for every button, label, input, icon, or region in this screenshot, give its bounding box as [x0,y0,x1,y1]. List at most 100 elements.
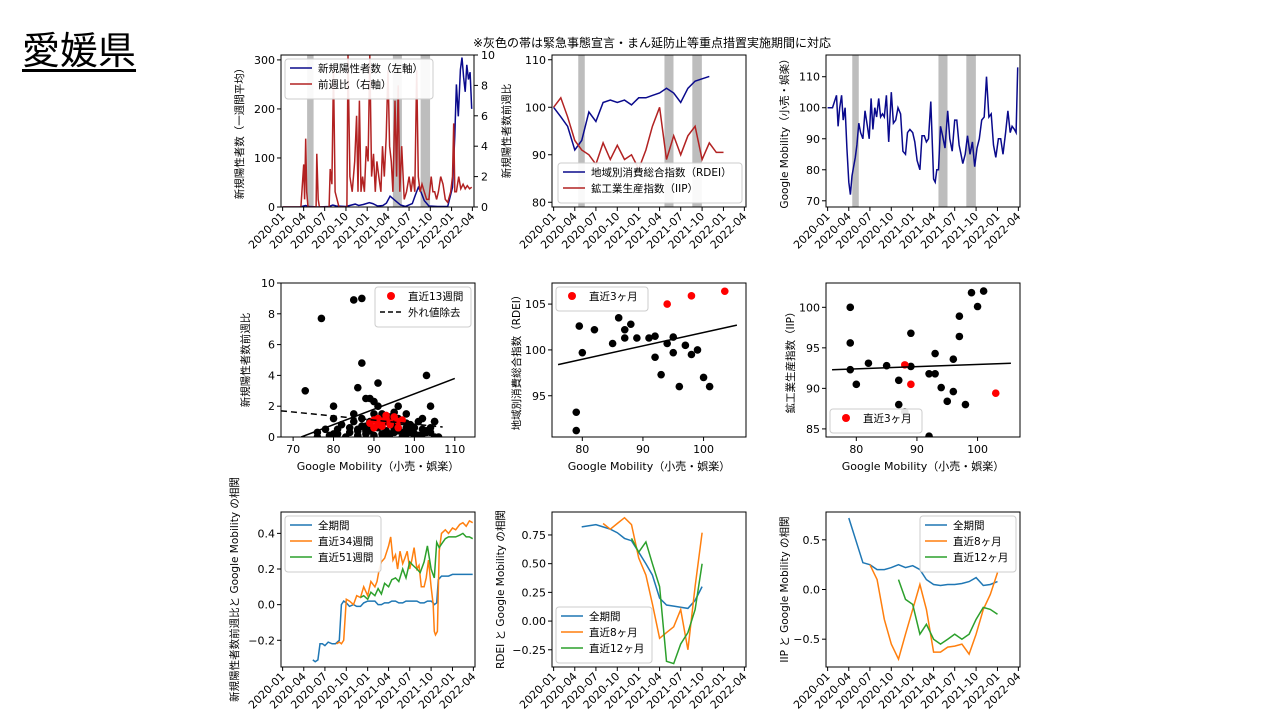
y-tick-label: 95 [806,342,820,355]
legend-label: 新規陽性者数（左軸） [318,62,423,75]
plot-frame [551,54,747,208]
scatter-point [693,346,702,354]
scatter-point [955,332,964,341]
y-tick-label: 80 [532,196,546,209]
legend: 直近3ヶ月 [555,286,649,312]
y-tick-label: 100 [799,102,820,115]
y-tick-label: 0.2 [258,563,276,576]
series-line [336,519,474,645]
scatter-point [349,296,358,304]
scatter-point [949,355,958,363]
scatter-point [333,430,342,437]
x-tick-label: 100 [967,443,988,456]
y-tick-label: 2 [481,171,488,184]
legend-label: 直近3ヶ月 [589,290,638,303]
scatter-point [651,332,659,340]
y-tick-label: 0 [268,431,275,444]
y-tick-label: 100 [525,101,546,114]
regression-line [300,377,456,437]
x-tick-label: 100 [404,443,425,456]
scatter-point [358,359,366,367]
plot-frame [825,282,1021,438]
scatter-point [669,348,678,357]
legend-marker [568,292,576,300]
y-tick-label: 95 [532,390,546,403]
x-axis-label: Google Mobility（小売・娯楽） [297,459,459,473]
y-tick-label: −0.5 [793,633,820,646]
y-tick-label: 8 [268,308,275,321]
legend-marker [387,292,395,300]
y-tick-label: −0.25 [512,644,546,657]
y-axis-label: 新規陽性者数前週比と Google Mobility の相関 [228,477,241,702]
y-tick-label: 10 [481,49,495,62]
y-tick-label: 90 [532,149,546,162]
scatter-point [402,410,411,418]
y-tick-label: 8 [481,79,488,92]
recent-point [663,300,671,308]
legend-box [829,408,923,434]
recent-point [907,380,915,389]
scatter-point [931,369,939,378]
scatter-point [358,294,366,303]
scatter-point [894,376,903,385]
y-axis-label: RDEI と Google Mobility の相関 [494,510,507,669]
legend-label: 直近12ヶ月 [589,642,644,655]
legend-label: 直近8ヶ月 [953,535,1002,548]
x-tick-label: 70 [286,443,300,456]
scatter-point [572,426,581,435]
scatter-point [325,431,334,437]
scatter-point [894,400,903,409]
scatter-point [687,350,696,359]
scatter-point [575,322,584,330]
scatter-point [699,373,708,382]
recent-point [398,416,407,424]
scatter-point [633,334,641,342]
recent-point [370,423,378,432]
legend-label: 前週比（右軸） [318,78,392,91]
plot-frame [825,54,1021,208]
plot-frame [280,511,476,668]
scatter-point [967,288,976,297]
series-line [869,564,999,662]
plot-frame [280,282,476,438]
y-tick-label: 100 [799,301,820,314]
x-tick-label: 100 [693,443,714,456]
emergency-band [664,55,674,207]
series-line [553,75,710,152]
y-tick-label: 100 [254,152,275,165]
recent-point [382,411,390,420]
y-tick-label: 300 [254,54,275,67]
legend-label: 直近3ヶ月 [863,412,912,425]
chart-note: ※灰色の帯は緊急事態宣言・まん延防止等重点措置実施期間に対応 [473,35,831,50]
legend-box [555,286,649,312]
x-axis-label: Google Mobility（小売・娯楽） [568,459,730,473]
y-tick-label: 80 [806,164,820,177]
scatter-point [979,287,988,295]
legend-label: 直近12ヶ月 [953,551,1008,564]
scatter-point [329,402,338,411]
legend-box [374,286,472,328]
scatter-point [961,400,970,409]
scatter-point [907,329,915,338]
legend-label: 鉱工業生産指数（IIP） [591,182,698,195]
scatter-point [430,417,439,426]
y-tick-label: 0.0 [803,584,821,597]
y-tick-label: 85 [806,423,820,436]
y-tick-label: 6 [268,339,275,352]
scatter-point [382,430,390,437]
page-title: 愛媛県 [22,29,137,73]
y-tick-label: 2 [268,400,275,413]
y-tick-label: 110 [525,54,546,67]
recent-point [991,389,1000,398]
series-line [630,538,703,665]
x-tick-label: 90 [636,443,650,456]
scatter-point [313,433,322,437]
scatter-point [681,341,690,350]
emergency-band [966,55,976,207]
scatter-point [846,303,855,312]
y-tick-label: 0.25 [522,586,547,599]
series-line [581,523,703,610]
